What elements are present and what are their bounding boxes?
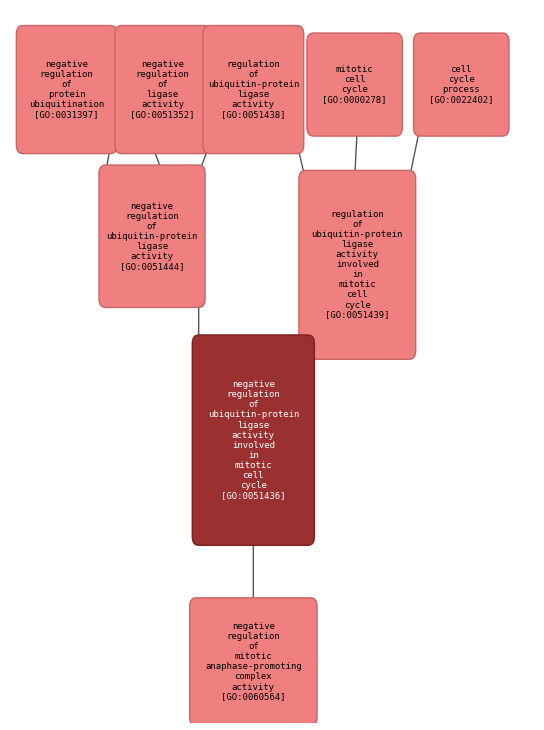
- Text: negative
regulation
of
mitotic
anaphase-promoting
complex
activity
[GO:0060564]: negative regulation of mitotic anaphase-…: [205, 622, 302, 702]
- Text: negative
regulation
of
ubiquitin-protein
ligase
activity
[GO:0051444]: negative regulation of ubiquitin-protein…: [107, 201, 197, 271]
- Text: mitotic
cell
cycle
[GO:0000278]: mitotic cell cycle [GO:0000278]: [323, 65, 387, 104]
- Text: negative
regulation
of
ubiquitin-protein
ligase
activity
involved
in
mitotic
cel: negative regulation of ubiquitin-protein…: [208, 380, 299, 500]
- FancyBboxPatch shape: [190, 598, 317, 726]
- FancyBboxPatch shape: [115, 26, 211, 153]
- Text: negative
regulation
of
protein
ubiquitination
[GO:0031397]: negative regulation of protein ubiquitin…: [29, 60, 104, 119]
- FancyBboxPatch shape: [413, 33, 509, 136]
- FancyBboxPatch shape: [299, 170, 416, 359]
- FancyBboxPatch shape: [203, 26, 304, 153]
- Text: regulation
of
ubiquitin-protein
ligase
activity
involved
in
mitotic
cell
cycle
[: regulation of ubiquitin-protein ligase a…: [312, 210, 403, 320]
- FancyBboxPatch shape: [192, 335, 314, 545]
- FancyBboxPatch shape: [307, 33, 403, 136]
- Text: negative
regulation
of
ligase
activity
[GO:0051352]: negative regulation of ligase activity […: [131, 60, 195, 119]
- Text: regulation
of
ubiquitin-protein
ligase
activity
[GO:0051438]: regulation of ubiquitin-protein ligase a…: [208, 60, 299, 119]
- FancyBboxPatch shape: [16, 26, 117, 153]
- FancyBboxPatch shape: [99, 165, 205, 307]
- Text: cell
cycle
process
[GO:0022402]: cell cycle process [GO:0022402]: [429, 65, 493, 104]
